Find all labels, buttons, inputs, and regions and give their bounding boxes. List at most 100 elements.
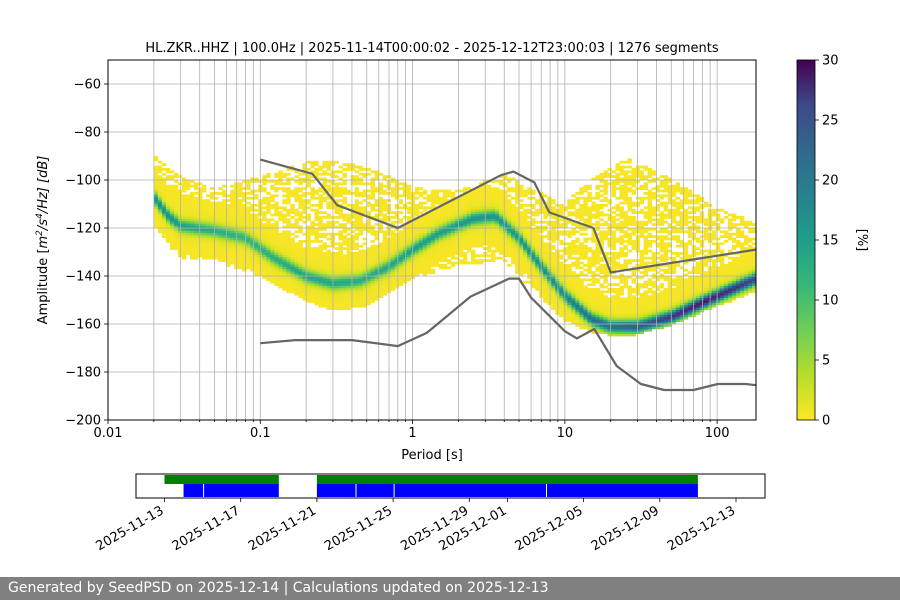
heatmap-cell (342, 295, 347, 298)
heatmap-cell (242, 235, 247, 238)
heatmap-cell (466, 237, 472, 241)
heatmap-cell (282, 288, 287, 291)
heatmap-cell (615, 256, 620, 260)
heatmap-cell (242, 268, 247, 272)
heatmap-cell (157, 225, 163, 229)
heatmap-cell (627, 216, 632, 219)
heatmap-cell (266, 232, 271, 236)
heatmap-cell (390, 230, 396, 234)
heatmap-cell (318, 240, 323, 243)
heatmap-cell (434, 252, 440, 255)
heatmap-cell (290, 216, 295, 219)
heatmap-cell (398, 268, 404, 272)
heatmap-cell (595, 228, 600, 231)
heatmap-cell (631, 300, 636, 303)
heatmap-cell (531, 266, 536, 270)
heatmap-cell (571, 304, 576, 308)
heatmap-cell (362, 288, 367, 291)
heatmap-cell (346, 204, 351, 207)
heatmap-cell (495, 228, 500, 231)
heatmap-cell (631, 228, 636, 231)
heatmap-cell (314, 228, 319, 231)
heatmap-cell (314, 232, 319, 236)
heatmap-cell (491, 194, 496, 198)
heatmap-cell (575, 259, 580, 262)
heatmap-cell (519, 184, 524, 188)
heatmap-cell (438, 199, 444, 202)
heatmap-cell (246, 206, 251, 210)
heatmap-cell (177, 225, 183, 229)
heatmap-cell (310, 240, 315, 243)
heatmap-cell (358, 276, 363, 279)
heatmap-cell (611, 216, 616, 219)
heatmap-cell (222, 211, 227, 214)
heatmap-cell (394, 276, 400, 279)
heatmap-cell (450, 254, 456, 258)
heatmap-cell (406, 271, 412, 274)
heatmap-cell (651, 170, 657, 174)
heatmap-cell (591, 208, 596, 212)
heatmap-cell (342, 276, 347, 279)
heatmap-cell (603, 271, 608, 274)
heatmap-cell (655, 302, 661, 306)
heatmap-cell (426, 256, 432, 260)
heatmap-cell (543, 295, 548, 298)
heatmap-cell (210, 235, 215, 238)
heatmap-cell (643, 196, 649, 200)
heatmap-cell (165, 220, 171, 224)
heatmap-cell (523, 242, 528, 246)
heatmap-cell (511, 211, 516, 214)
heatmap-cell (185, 194, 191, 198)
heatmap-cell (627, 297, 632, 301)
heatmap-cell (294, 175, 299, 178)
heatmap-cell (326, 268, 331, 272)
heatmap-cell (326, 283, 331, 286)
heatmap-cell (294, 192, 299, 195)
heatmap-cell (202, 206, 207, 210)
heatmap-cell (511, 240, 516, 243)
heatmap-cell (274, 225, 279, 229)
heatmap-cell (575, 304, 580, 308)
heatmap-cell (222, 235, 227, 238)
heatmap-cell (346, 285, 351, 289)
heatmap-cell (206, 201, 211, 205)
heatmap-cell (438, 228, 444, 231)
heatmap-cell (366, 300, 372, 303)
heatmap-cell (250, 204, 255, 207)
heatmap-cell (519, 199, 524, 202)
heatmap-cell (603, 285, 608, 289)
heatmap-cell (450, 204, 456, 207)
heatmap-cell (450, 252, 456, 255)
heatmap-cell (274, 220, 279, 224)
heatmap-cell (230, 223, 235, 226)
heatmap-cell (623, 199, 628, 202)
heatmap-cell (422, 237, 428, 241)
heatmap-cell (599, 264, 604, 267)
heatmap-cell (511, 177, 516, 181)
heatmap-cell (402, 237, 408, 241)
heatmap-cell (346, 165, 351, 169)
heatmap-cell (487, 213, 492, 217)
heatmap-cell (671, 235, 677, 238)
heatmap-cell (314, 300, 319, 303)
heatmap-cell (571, 314, 576, 318)
heatmap-cell (262, 211, 267, 214)
heatmap-cell (575, 285, 580, 289)
heatmap-cell (655, 213, 661, 217)
heatmap-cell (165, 211, 171, 214)
heatmap-cell (631, 247, 636, 250)
heatmap-cell (575, 288, 580, 291)
heatmap-cell (507, 189, 512, 193)
heatmap-cell (591, 264, 596, 267)
heatmap-cell (290, 254, 295, 258)
heatmap-cell (523, 259, 528, 262)
heatmap-cell (338, 283, 343, 286)
heatmap-cell (643, 271, 649, 274)
heatmap-cell (302, 259, 307, 262)
heatmap-cell (334, 184, 339, 188)
heatmap-cell (254, 242, 259, 246)
heatmap-cell (487, 228, 492, 231)
heatmap-cell (254, 259, 259, 262)
heatmap-cell (310, 266, 315, 270)
heatmap-cell (302, 266, 307, 270)
